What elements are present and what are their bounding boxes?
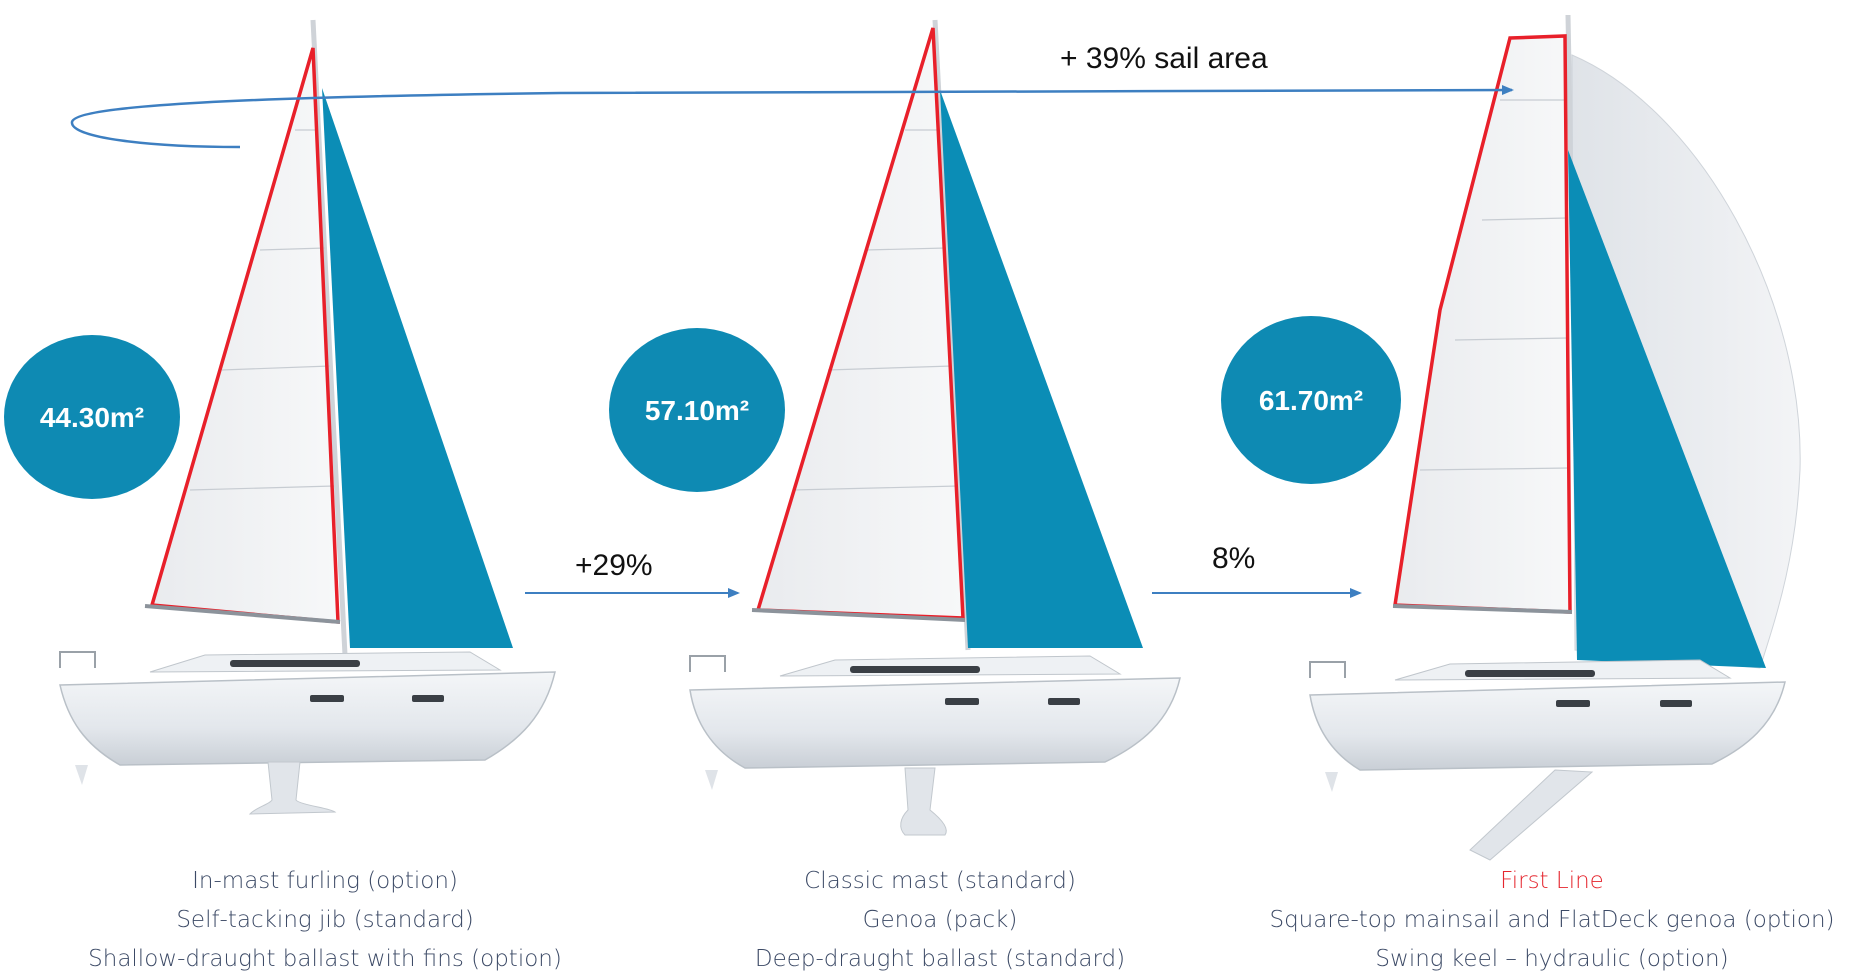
boat-2 — [689, 19, 1181, 836]
boom — [751, 608, 966, 622]
hull-window — [1660, 700, 1692, 707]
mainsail — [758, 28, 963, 618]
rudder — [705, 770, 718, 790]
sail-area-arrow-label: + 39% sail area — [1060, 42, 1268, 75]
hull-window — [310, 695, 344, 702]
caption-line: Self-tacking jib (standard) — [176, 907, 473, 933]
hull — [689, 677, 1181, 769]
boom — [1392, 604, 1573, 614]
area-badge-2: 57.10m² — [609, 328, 785, 492]
sail-area-arrow — [70, 85, 1514, 149]
swing-keel — [1469, 769, 1594, 861]
hull-window — [1556, 700, 1590, 707]
hull-window — [1048, 698, 1080, 705]
keel — [248, 761, 337, 815]
arrow-1-label: +29% — [575, 549, 653, 582]
rudder — [1325, 772, 1338, 792]
area-badge-3: 61.70m² — [1221, 316, 1401, 484]
mainsail-battens — [1419, 99, 1570, 471]
caption-line: Swing keel – hydraulic (option) — [1375, 946, 1728, 972]
mainsail-battens — [189, 129, 335, 491]
hull — [59, 671, 556, 766]
pushpit — [1309, 661, 1346, 678]
area-badge-label: 61.70m² — [1259, 385, 1363, 416]
jib — [322, 88, 513, 648]
caption-line: Square-top mainsail and FlatDeck genoa (… — [1269, 907, 1834, 933]
boat-3 — [1309, 14, 1801, 861]
arrow-2-label: 8% — [1212, 542, 1255, 575]
pushpit — [59, 651, 96, 668]
cabin-window — [1465, 670, 1595, 677]
caption-line: Genoa (pack) — [863, 907, 1018, 933]
mainsail — [1395, 36, 1570, 612]
caption-line: In-mast furling (option) — [192, 868, 458, 894]
cabin-window — [850, 666, 980, 673]
genoa — [1568, 150, 1766, 668]
boat-1 — [59, 19, 556, 815]
mast — [310, 19, 348, 656]
caption-boat-2: Classic mast (standard) Genoa (pack) Dee… — [755, 868, 1125, 972]
caption-highlight: First Line — [1500, 868, 1604, 894]
caption-line: Shallow-draught ballast with fins (optio… — [88, 946, 562, 972]
hull — [1309, 681, 1786, 771]
area-badge-1: 44.30m² — [4, 335, 180, 499]
hull-window — [412, 695, 444, 702]
jib — [940, 90, 1143, 648]
area-badge-label: 57.10m² — [645, 395, 749, 426]
caption-line: Deep-draught ballast (standard) — [755, 946, 1125, 972]
hull-window — [945, 698, 979, 705]
boom — [144, 604, 341, 624]
keel — [900, 767, 947, 836]
caption-line: Classic mast (standard) — [804, 868, 1076, 894]
caption-boat-3: First Line Square-top mainsail and FlatD… — [1269, 868, 1834, 972]
cabin-window — [230, 660, 360, 667]
mast — [932, 19, 971, 651]
caption-boat-1: In-mast furling (option) Self-tacking ji… — [88, 868, 562, 972]
area-badge-label: 44.30m² — [40, 402, 144, 433]
pushpit — [689, 655, 726, 672]
mainsail — [152, 48, 338, 622]
mainsail-battens — [792, 129, 959, 491]
rudder — [75, 765, 88, 785]
